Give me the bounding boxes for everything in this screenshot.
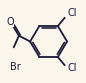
Text: Br: Br <box>10 62 20 72</box>
Text: Cl: Cl <box>67 63 77 73</box>
Text: O: O <box>6 17 14 27</box>
Text: Cl: Cl <box>67 8 77 18</box>
